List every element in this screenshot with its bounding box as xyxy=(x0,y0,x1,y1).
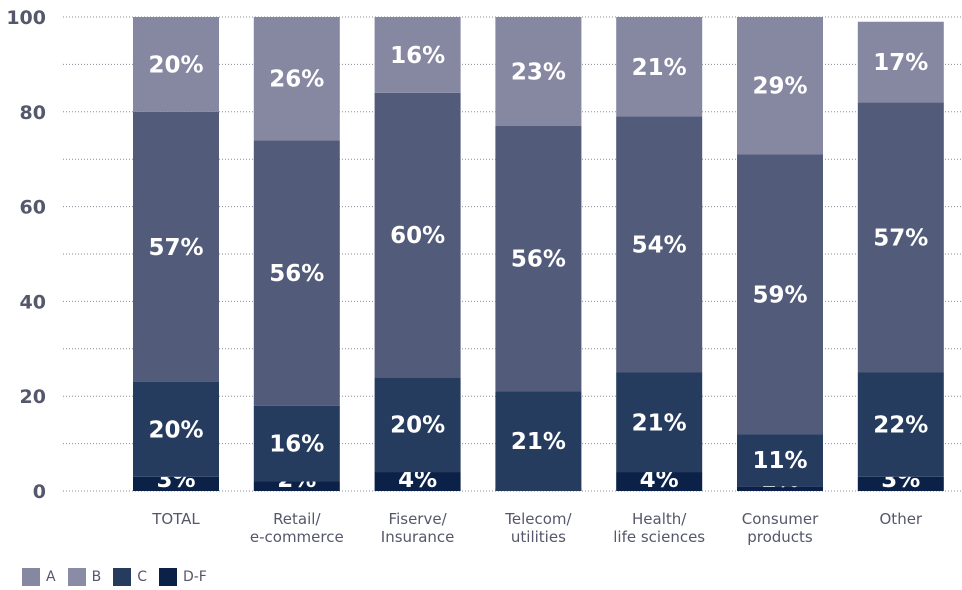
data-label: 21% xyxy=(511,429,566,455)
x-tick-label: Other xyxy=(880,510,923,528)
legend-item-a: A xyxy=(22,568,56,586)
x-tick-label: life sciences xyxy=(613,528,705,546)
bar-segment-a xyxy=(253,17,340,141)
y-tick-label: 20 xyxy=(20,386,46,408)
data-label: 23% xyxy=(511,60,566,86)
legend-item-b: B xyxy=(67,568,102,586)
bar-segment-b xyxy=(253,140,340,406)
bar-segment-c xyxy=(253,405,340,482)
data-label: 20% xyxy=(148,52,203,78)
x-tick-label: Retail/ xyxy=(273,510,321,528)
bar-segment-d-f xyxy=(374,472,461,491)
data-label: 56% xyxy=(269,261,324,287)
legend-item-c: C xyxy=(113,568,147,586)
bar-segment-a xyxy=(616,17,703,117)
legend-swatch-c xyxy=(113,568,132,586)
bar-segment-d-f xyxy=(616,472,703,491)
legend-label-d-f: D-F xyxy=(182,569,207,585)
data-label: 20% xyxy=(390,413,445,439)
x-tick-label: Fiserve/ xyxy=(389,510,448,528)
data-label: 29% xyxy=(752,74,807,100)
bar-segment-b xyxy=(857,102,944,373)
bar-segment-a xyxy=(133,17,219,112)
y-tick-label: 100 xyxy=(6,7,46,29)
data-label: 20% xyxy=(148,417,203,443)
data-label: 59% xyxy=(752,282,807,308)
data-label: 57% xyxy=(148,235,203,261)
legend-label-a: A xyxy=(46,569,56,585)
bar-segment-a xyxy=(495,17,582,127)
bar-segment-c xyxy=(616,372,703,473)
bar-segment-c xyxy=(495,391,582,491)
x-tick-label: products xyxy=(747,528,813,546)
bar-segment-d-f xyxy=(253,481,340,491)
bar-segment-b xyxy=(374,92,461,378)
data-label: 56% xyxy=(511,247,566,273)
data-label: 11% xyxy=(752,448,807,474)
data-label: 54% xyxy=(632,233,687,259)
legend-label-c: C xyxy=(137,569,147,585)
data-label: 57% xyxy=(873,225,928,251)
x-tick-label: Health/ xyxy=(632,510,687,528)
x-tick-label: Consumer xyxy=(742,510,819,528)
x-tick-label: TOTAL xyxy=(151,510,200,528)
bar-segment-b xyxy=(495,126,582,392)
y-tick-label: 80 xyxy=(20,102,46,124)
legend-item-d-f: D-F xyxy=(158,568,207,586)
bar-segment-c xyxy=(737,434,823,487)
data-label: 22% xyxy=(873,413,928,439)
y-tick-label: 60 xyxy=(20,197,46,219)
legend-swatch-d-f xyxy=(158,568,177,586)
x-tick-label: utilities xyxy=(511,528,566,546)
legend: A B C D-F xyxy=(22,568,219,586)
bar-segment-b xyxy=(616,116,703,373)
bar-segment-d-f xyxy=(133,476,219,491)
bar-segment-a xyxy=(374,17,461,93)
legend-swatch-b xyxy=(67,568,86,586)
legend-swatch-a xyxy=(22,568,40,586)
data-label: 17% xyxy=(873,50,928,76)
x-tick-label: Telecom/ xyxy=(504,510,572,528)
data-label: 60% xyxy=(390,223,445,249)
legend-label-b: B xyxy=(91,569,102,585)
y-tick-label: 0 xyxy=(33,481,46,503)
bar-segment-c xyxy=(374,377,461,473)
data-label: 16% xyxy=(390,43,445,69)
bar-segment-b xyxy=(133,111,219,382)
bar-segment-c xyxy=(133,381,219,477)
data-label: 21% xyxy=(632,410,687,436)
x-tick-label: Insurance xyxy=(381,528,455,546)
stacked-bar-chart: 0204060801003%20%57%20%TOTAL2%16%56%26%R… xyxy=(6,7,962,546)
data-label: 21% xyxy=(632,55,687,81)
data-label: 16% xyxy=(269,432,324,458)
bar-segment-a xyxy=(857,21,944,103)
x-tick-label: e-commerce xyxy=(250,528,344,546)
bar-segment-d-f xyxy=(737,486,823,491)
data-label: 26% xyxy=(269,67,324,93)
bar-segment-c xyxy=(857,372,944,477)
bar-segment-d-f xyxy=(857,476,944,491)
bar-segment-b xyxy=(737,154,823,435)
bar-segment-a xyxy=(737,17,823,155)
y-tick-label: 40 xyxy=(20,291,46,313)
